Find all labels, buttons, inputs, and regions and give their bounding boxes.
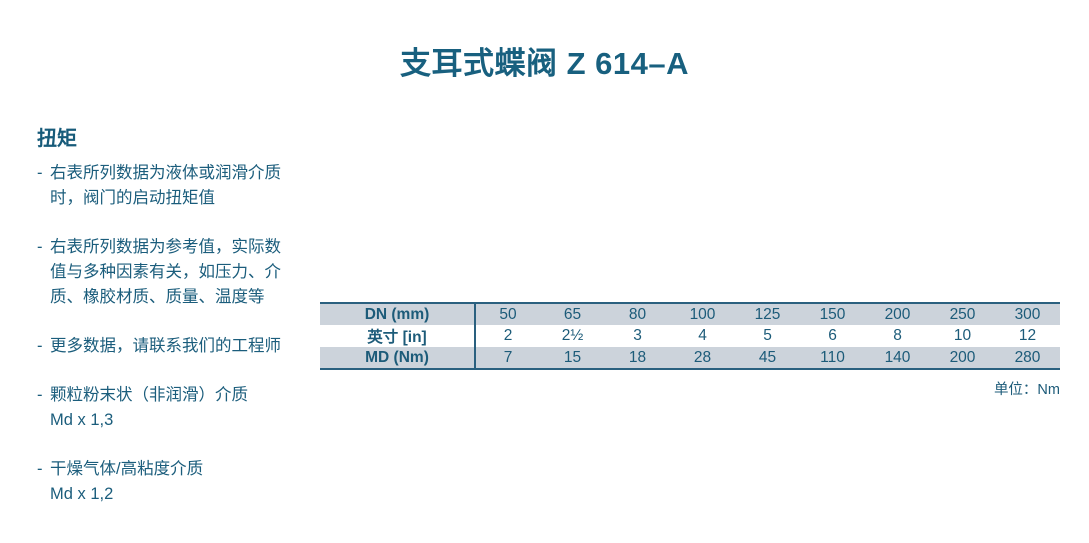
row-header-dn: DN (mm)	[320, 303, 476, 325]
note-line: 时，阀门的启动扭矩值	[50, 189, 215, 207]
torque-note-4: - 颗粒粉末状（非润滑）介质 Md x 1,3	[37, 383, 339, 433]
table-cell: 10	[953, 327, 972, 344]
table-cell: 12	[1018, 327, 1037, 344]
table-cell: 45	[758, 348, 777, 366]
table-cell: 4	[698, 327, 707, 344]
note-line: 质、橡胶材质、质量、温度等	[50, 288, 265, 306]
bullet-marker: -	[37, 164, 43, 182]
table-cell: 2½	[561, 327, 584, 344]
table-cell: 15	[563, 348, 582, 366]
bullet-marker: -	[37, 460, 43, 478]
torque-note-5: - 干燥气体/高粘度介质 Md x 1,2	[37, 457, 339, 507]
table-cell: 65	[563, 305, 582, 323]
torque-note-2: - 右表所列数据为参考值，实际数 值与多种因素有关，如压力、介 质、橡胶材质、质…	[37, 235, 339, 310]
table-row-dn: DN (mm) 50 65 80 100 125 150 200 250 300	[320, 303, 1060, 325]
table-cell: 8	[893, 327, 902, 344]
table-cell: 100	[689, 305, 716, 323]
torque-note-3: - 更多数据，请联系我们的工程师	[37, 334, 339, 359]
table-cell: 200	[884, 305, 911, 323]
note-line: 颗粒粉末状（非润滑）介质	[50, 386, 248, 404]
note-line: 更多数据，请联系我们的工程师	[50, 337, 281, 355]
note-line: Md x 1,2	[50, 485, 114, 503]
torque-note-1: - 右表所列数据为液体或润滑介质 时，阀门的启动扭矩值	[37, 161, 339, 211]
note-line: 干燥气体/高粘度介质	[50, 460, 204, 478]
table-cell: 2	[503, 327, 513, 344]
note-line: Md x 1,3	[50, 411, 114, 429]
table-cell: 110	[820, 348, 845, 366]
note-line: 右表所列数据为液体或润滑介质	[50, 164, 281, 182]
table-cell: 18	[628, 348, 647, 366]
bullet-marker: -	[37, 238, 43, 256]
table-cell: 28	[693, 348, 712, 366]
table-cell: 200	[949, 348, 976, 366]
note-line: 值与多种因素有关，如压力、介	[50, 263, 281, 281]
unit-note: 单位：Nm	[993, 382, 1060, 398]
table-cell: 250	[949, 305, 976, 323]
table-cell: 7	[503, 348, 513, 366]
row-header-md: MD (Nm)	[320, 347, 476, 369]
table-cell: 150	[819, 305, 846, 323]
torque-table: DN (mm) 50 65 80 100 125 150 200 250 300…	[320, 302, 1060, 370]
table-cell: 6	[828, 327, 837, 344]
table-cell: 140	[884, 348, 911, 366]
table-cell: 300	[1014, 305, 1041, 323]
table-cell: 3	[633, 327, 642, 344]
table-cell: 5	[763, 327, 772, 344]
table-cell: 50	[499, 305, 517, 323]
torque-notes-section: 扭矩 - 右表所列数据为液体或润滑介质 时，阀门的启动扭矩值 - 右表所列数据为…	[37, 127, 339, 507]
note-line: 右表所列数据为参考值，实际数	[50, 238, 281, 256]
bullet-marker: -	[37, 337, 43, 355]
table-row-md: MD (Nm) 7 15 18 28 45 110 140 200 280	[320, 347, 1060, 369]
bullet-marker: -	[37, 386, 43, 404]
page-title: 支耳式蝶阀 Z 614–A	[399, 46, 689, 81]
row-header-inch: 英寸 [in]	[320, 325, 476, 347]
table-row-inch: 英寸 [in] 2 2½ 3 4 5 6 8 10 12	[320, 325, 1060, 347]
table-cell: 280	[1014, 348, 1041, 366]
table-cell: 80	[628, 305, 647, 323]
torque-section-heading: 扭矩	[37, 128, 77, 150]
table-cell: 125	[754, 305, 781, 323]
